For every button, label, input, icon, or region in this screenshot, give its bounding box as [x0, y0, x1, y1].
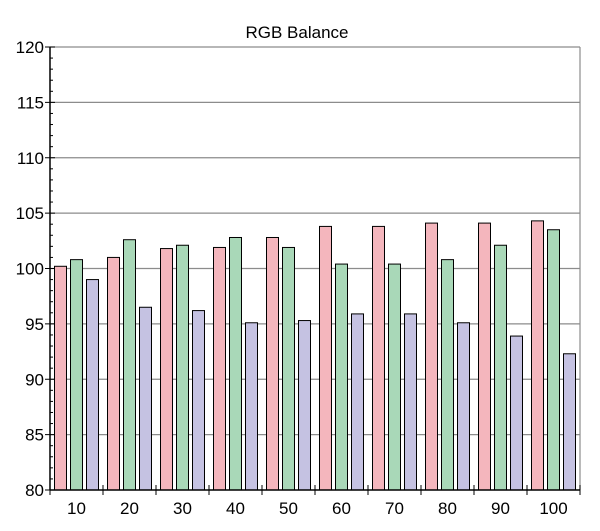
x-axis-ticks: 10 20 30 40 50 60 70 80 90 100 [67, 499, 568, 518]
bar-10-s1 [54, 265, 67, 491]
y-axis-ticks: 80 85 90 95 100 105 110 115 120 [16, 38, 44, 500]
bar-80-s2 [441, 259, 454, 491]
bar-40-s2 [229, 236, 242, 491]
bar-10-s2 [70, 259, 83, 491]
y-tick-label: 100 [16, 260, 44, 279]
bar-100-s3 [563, 353, 576, 491]
y-tick-label: 95 [25, 315, 44, 334]
bar-70-s1 [372, 225, 385, 491]
y-tick-label: 105 [16, 204, 44, 223]
x-tick-label: 50 [279, 499, 298, 518]
bar-40-s1 [213, 246, 226, 491]
x-tick-label: 10 [67, 499, 86, 518]
bar-30-s3 [192, 310, 205, 491]
grid-lines [50, 46, 580, 436]
x-tick-label: 60 [332, 499, 351, 518]
y-tick-label: 120 [16, 38, 44, 57]
bar-50-s1 [266, 236, 279, 491]
x-tick-label: 90 [491, 499, 510, 518]
bar-80-s1 [425, 222, 438, 491]
y-tick-label: 85 [25, 426, 44, 445]
bar-90-s2 [494, 244, 507, 491]
bar-70-s2 [388, 263, 401, 491]
bar-70-s3 [404, 313, 417, 491]
bar-90-s1 [478, 222, 491, 491]
bar-100-s2 [547, 229, 560, 491]
bar-40-s3 [245, 322, 258, 491]
bar-50-s2 [282, 246, 295, 491]
y-tick-label: 115 [17, 93, 44, 112]
x-tick-label: 80 [438, 499, 457, 518]
bar-80-s3 [457, 322, 470, 491]
bar-30-s2 [176, 244, 189, 491]
y-tick-label: 90 [25, 370, 44, 389]
bar-20-s2 [123, 239, 136, 491]
axes [45, 46, 581, 495]
x-tick-label: 40 [226, 499, 245, 518]
bar-30-s1 [160, 248, 173, 491]
x-tick-label: 70 [385, 499, 404, 518]
bar-60-s3 [351, 313, 364, 491]
chart-title: RGB Balance [246, 23, 349, 42]
y-tick-label: 110 [17, 149, 44, 168]
bars [54, 220, 576, 491]
x-tick-label: 100 [539, 499, 567, 518]
bar-10-s3 [86, 279, 99, 491]
bar-20-s3 [139, 306, 152, 491]
bar-90-s3 [510, 335, 523, 491]
bar-60-s1 [319, 225, 332, 491]
bar-20-s1 [107, 256, 120, 491]
bar-50-s3 [298, 320, 311, 491]
y-tick-label: 80 [25, 481, 44, 500]
x-tick-label: 30 [173, 499, 192, 518]
bar-100-s1 [531, 220, 544, 491]
bar-60-s2 [335, 263, 348, 491]
x-tick-label: 20 [120, 499, 139, 518]
